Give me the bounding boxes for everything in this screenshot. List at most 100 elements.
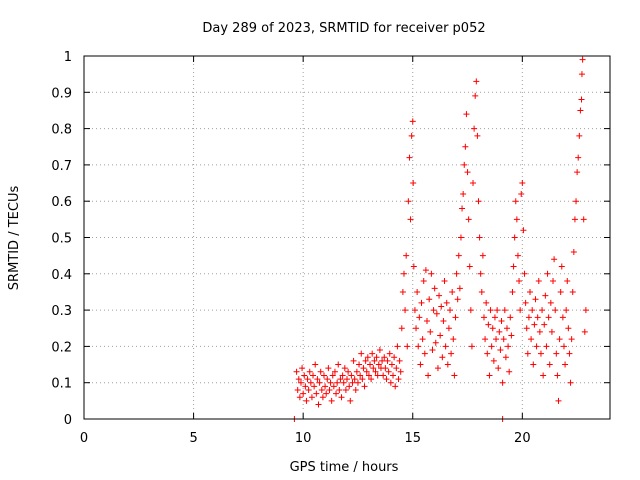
data-point (387, 379, 394, 386)
data-point (423, 317, 430, 324)
data-point (577, 107, 584, 114)
data-points (291, 56, 589, 422)
data-point (563, 307, 570, 314)
data-point (418, 299, 425, 306)
data-point (455, 252, 462, 259)
y-tick-label: 0.2 (51, 340, 72, 355)
data-point (325, 365, 332, 372)
data-point (310, 372, 317, 379)
data-point (350, 357, 357, 364)
data-point (398, 325, 405, 332)
data-point (391, 354, 398, 361)
data-point (384, 357, 391, 364)
data-point (479, 252, 486, 259)
data-point (468, 343, 475, 350)
data-point (410, 263, 417, 270)
data-point (518, 190, 525, 197)
data-point (380, 372, 387, 379)
data-point (436, 292, 443, 299)
data-point (312, 361, 319, 368)
data-point (348, 372, 355, 379)
data-point (383, 376, 390, 383)
data-point (413, 325, 420, 332)
data-point (489, 325, 496, 332)
data-point (320, 372, 327, 379)
data-point (498, 317, 505, 324)
data-point (430, 307, 437, 314)
data-point (499, 379, 506, 386)
data-point (324, 376, 331, 383)
data-point (371, 357, 378, 364)
data-point (439, 354, 446, 361)
grid (84, 56, 610, 419)
data-point (473, 78, 480, 85)
data-point (452, 314, 459, 321)
y-axis-label: SRMTID / TECUs (7, 186, 22, 291)
data-point (438, 303, 445, 310)
data-point (417, 361, 424, 368)
data-point (533, 343, 540, 350)
data-point (304, 376, 311, 383)
x-tick-label: 0 (80, 431, 88, 446)
data-point (541, 321, 548, 328)
data-point (326, 386, 333, 393)
y-tick-label: 0.1 (51, 377, 72, 392)
data-point (556, 336, 563, 343)
data-point (484, 350, 491, 357)
data-point (560, 343, 567, 350)
data-point (397, 368, 404, 375)
data-point (476, 234, 483, 241)
data-point (333, 390, 340, 397)
data-point (382, 365, 389, 372)
data-point (470, 180, 477, 187)
data-point (336, 386, 343, 393)
data-point (311, 383, 318, 390)
data-point (319, 394, 326, 401)
y-tick-label: 0.7 (51, 159, 72, 174)
data-point (525, 314, 532, 321)
data-point (323, 390, 330, 397)
data-point (451, 372, 458, 379)
data-point (571, 216, 578, 223)
data-point (456, 285, 463, 292)
data-point (416, 314, 423, 321)
data-point (497, 347, 504, 354)
data-point (532, 296, 539, 303)
data-point (392, 383, 399, 390)
data-point (349, 379, 356, 386)
data-point (302, 383, 309, 390)
data-point (359, 376, 366, 383)
data-point (507, 314, 514, 321)
data-point (393, 365, 400, 372)
data-point (548, 328, 555, 335)
data-point (472, 92, 479, 99)
data-point (352, 386, 359, 393)
y-tick-label: 0.9 (51, 86, 72, 101)
data-point (297, 379, 304, 386)
data-point (357, 372, 364, 379)
data-point (308, 394, 315, 401)
data-point (503, 325, 510, 332)
data-point (419, 336, 426, 343)
data-point (478, 288, 485, 295)
data-point (445, 325, 452, 332)
data-point (403, 252, 410, 259)
data-point (361, 383, 368, 390)
data-point (428, 270, 435, 277)
data-point (347, 397, 354, 404)
data-point (576, 132, 583, 139)
data-point (339, 372, 346, 379)
data-point (404, 343, 411, 350)
data-point (415, 343, 422, 350)
data-point (483, 299, 490, 306)
data-point (331, 368, 338, 375)
data-point (395, 376, 402, 383)
data-point (425, 372, 432, 379)
data-point (335, 361, 342, 368)
data-point (467, 307, 474, 314)
data-point (306, 368, 313, 375)
data-point (570, 249, 577, 256)
data-point (578, 71, 585, 78)
data-point (399, 288, 406, 295)
data-point (552, 307, 559, 314)
